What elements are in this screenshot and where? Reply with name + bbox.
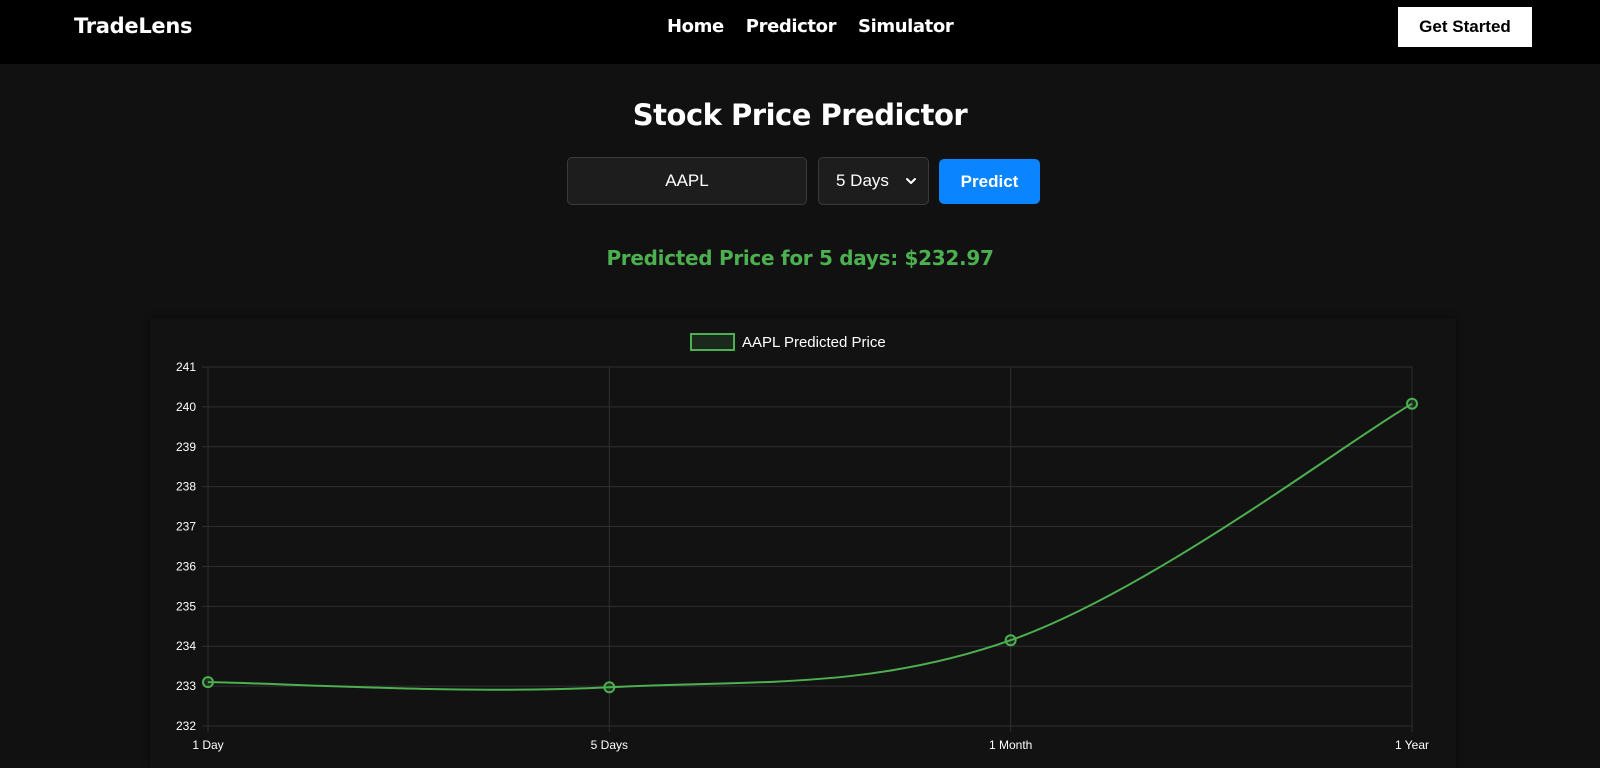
- y-tick-label: 234: [176, 639, 196, 653]
- navbar: TradeLens Home Predictor Simulator Get S…: [0, 0, 1600, 64]
- nav-link-predictor[interactable]: Predictor: [745, 16, 837, 37]
- get-started-button[interactable]: Get Started: [1398, 7, 1532, 47]
- brand-logo[interactable]: TradeLens: [74, 14, 193, 38]
- x-tick-label: 1 Year: [1395, 738, 1429, 752]
- horizon-select-value: 5 Days: [836, 171, 889, 190]
- x-tick-label: 1 Day: [192, 738, 223, 752]
- y-tick-label: 232: [176, 719, 196, 733]
- y-tick-label: 237: [176, 520, 196, 534]
- prediction-result: Predicted Price for 5 days: $232.97: [606, 246, 994, 270]
- page-title: Stock Price Predictor: [632, 98, 968, 132]
- legend-swatch: [690, 333, 735, 351]
- price-chart: 241 240 239 238 237 236 235 234 233 232 1 Day 5 Day…: [176, 333, 1429, 752]
- chart-card: 241 240 239 238 237 236 235 234 233 232 1 Day 5 Day…: [150, 318, 1456, 768]
- x-tick-label: 5 Days: [591, 738, 628, 752]
- nav-links: Home Predictor Simulator: [667, 16, 954, 37]
- series-line: [207, 402, 1413, 691]
- data-point: [1004, 634, 1017, 647]
- y-tick-label: 233: [176, 679, 196, 693]
- data-point: [603, 681, 616, 694]
- y-tick-label: 239: [176, 440, 196, 454]
- data-point: [1406, 397, 1418, 410]
- chevron-down-icon: [906, 178, 916, 184]
- y-tick-label: 236: [176, 559, 196, 573]
- nav-link-home[interactable]: Home: [667, 16, 724, 37]
- data-point: [202, 676, 214, 689]
- y-tick-label: 240: [176, 400, 196, 414]
- x-tick-label: 1 Month: [989, 738, 1032, 752]
- legend-label: AAPL Predicted Price: [742, 334, 886, 351]
- nav-link-simulator[interactable]: Simulator: [858, 16, 954, 37]
- y-tick-label: 241: [176, 360, 196, 374]
- ticker-input[interactable]: [567, 157, 807, 205]
- y-tick-label: 235: [176, 599, 196, 613]
- predict-button[interactable]: Predict: [939, 159, 1040, 204]
- y-tick-label: 238: [176, 480, 196, 494]
- horizon-select[interactable]: 5 Days: [818, 157, 929, 205]
